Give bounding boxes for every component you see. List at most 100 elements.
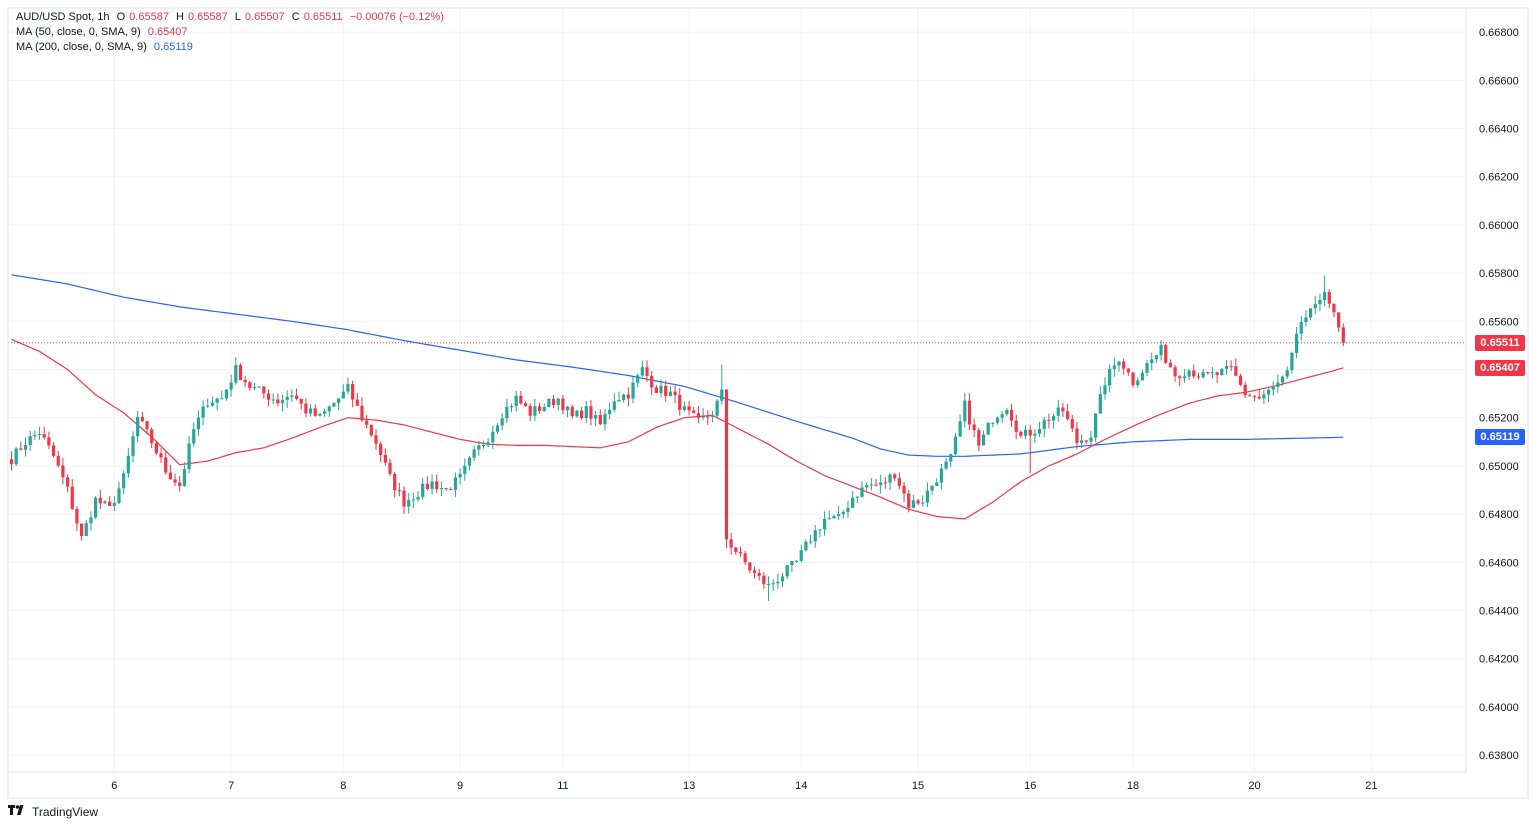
ma50-series (11, 338, 1344, 520)
candle-body (1075, 428, 1079, 443)
candle-body (341, 391, 345, 399)
candle-body (65, 477, 70, 487)
candle-body (79, 523, 84, 536)
change-value: −0.00076 (−0.12%) (349, 11, 444, 23)
candle-body (108, 501, 112, 506)
candle-body (757, 573, 761, 576)
candle-body (752, 570, 757, 574)
candle-body (808, 541, 813, 543)
tradingview-branding[interactable]: TradingView (8, 804, 98, 819)
candle-body (75, 508, 79, 524)
candle-body (724, 389, 729, 540)
candle-body (855, 496, 859, 498)
open-key: O (116, 11, 126, 23)
candle-body (61, 465, 65, 478)
candle-body (140, 416, 144, 422)
candle-body (383, 455, 387, 463)
y-tick-label: 0.64800 (1479, 509, 1519, 521)
candle-body (1280, 376, 1285, 383)
candle-body (1028, 429, 1032, 436)
candle-body (654, 387, 658, 394)
candle-body (963, 400, 967, 422)
candle-body (355, 399, 359, 406)
candle-body (1047, 419, 1051, 421)
y-tick-label: 0.66600 (1479, 75, 1519, 87)
candle-body (1178, 376, 1182, 379)
candle-body (178, 482, 182, 486)
candle-body (1070, 419, 1074, 429)
candle-body (921, 502, 925, 504)
y-tick-label: 0.63800 (1479, 750, 1519, 762)
candle-body (290, 395, 294, 397)
candle-body (734, 547, 738, 553)
candle-body (902, 485, 906, 494)
candle-body (1037, 428, 1042, 434)
candle-body (411, 499, 415, 501)
candle-body (453, 477, 458, 490)
candle-body (402, 490, 406, 507)
candle-body (1042, 419, 1046, 429)
x-tick-label: 15 (912, 780, 924, 792)
y-tick-label: 0.65200 (1479, 413, 1519, 425)
candle-body (1266, 389, 1271, 395)
ma200-label: MA (200, close, 0, SMA, 9) (16, 41, 147, 53)
candle-body (565, 406, 570, 411)
symbol-ohlc-row: AUD/USD Spot, 1h O 0.65587 H 0.65587 L 0.65… (16, 10, 448, 25)
close-key: C (291, 11, 300, 23)
candle-body (393, 473, 397, 491)
y-tick-label: 0.65800 (1479, 268, 1519, 280)
candle-body (1304, 317, 1308, 322)
candle-body (1192, 370, 1196, 377)
candle-body (556, 398, 560, 405)
candle-body (238, 365, 243, 380)
candle-body (407, 499, 411, 507)
candle-body (1294, 333, 1299, 353)
candle-body (243, 379, 247, 383)
candle-body (846, 507, 850, 512)
candle-body (425, 483, 429, 490)
candle-body (1089, 437, 1093, 442)
candle-body (930, 485, 934, 491)
candle-body (738, 552, 743, 554)
candle-body (893, 474, 897, 479)
candle-body (977, 430, 981, 446)
candle-body (271, 399, 275, 401)
tradingview-wordmark: TradingView (32, 804, 99, 819)
candle-body (439, 488, 444, 490)
candle-body (346, 384, 350, 392)
candle-body (509, 406, 514, 408)
candle-body (883, 482, 887, 484)
candle-body (598, 415, 602, 425)
ma200-price-badge: 0.65119 (1475, 429, 1525, 446)
candle-body (528, 406, 532, 416)
candle-body (196, 417, 201, 430)
candle-body (523, 403, 528, 407)
candle-body (294, 395, 299, 399)
candle-body (869, 484, 873, 486)
candle-body (14, 448, 18, 465)
candle-body (1271, 387, 1275, 390)
candle-body (337, 398, 341, 404)
candle-body (491, 431, 495, 443)
y-tick-label: 0.66400 (1479, 124, 1519, 136)
candle-body (911, 500, 915, 508)
candle-body (771, 583, 775, 585)
candle-body (1243, 384, 1247, 396)
candle-body (187, 443, 191, 469)
tradingview-logo-icon (8, 804, 28, 819)
candle-body (159, 453, 163, 458)
candle-body (182, 468, 187, 486)
candle-body (537, 406, 542, 411)
candle-body (692, 410, 696, 414)
candle-body (823, 518, 827, 530)
ma200-legend-row[interactable]: MA (200, close, 0, SMA, 9) 0.65119 (16, 40, 448, 55)
candle-body (1210, 372, 1215, 374)
candle-body (47, 437, 51, 446)
candle-body (570, 406, 574, 417)
ma50-legend-row[interactable]: MA (50, close, 0, SMA, 9) 0.65407 (16, 25, 448, 40)
x-tick-label: 7 (228, 780, 234, 792)
candle-body (201, 406, 205, 418)
candle-body (365, 420, 369, 425)
